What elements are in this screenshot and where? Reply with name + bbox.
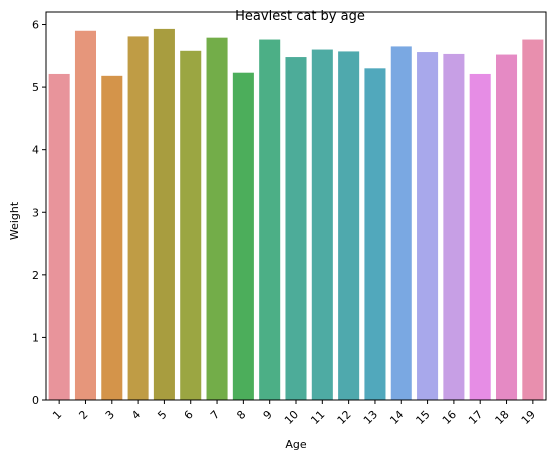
plot-frame <box>45 11 547 401</box>
x-tick-label: 2 <box>76 408 90 422</box>
y-tick-label: 0 <box>32 394 39 407</box>
x-tick-label: 11 <box>308 408 327 427</box>
bar-age-6 <box>180 50 202 401</box>
x-axis: 1 2 3 4 5 6 7 8 9 10 11 12 13 14 15 16 17 18 19 <box>50 400 538 427</box>
x-tick-label: 14 <box>387 408 406 427</box>
x-tick-label: 5 <box>155 408 169 422</box>
x-tick-label: 17 <box>466 408 485 427</box>
bar-age-17 <box>469 73 491 400</box>
x-tick-label: 19 <box>519 408 538 427</box>
bar-age-8 <box>232 72 254 400</box>
bar-age-13 <box>364 68 386 400</box>
bars-group <box>48 28 544 401</box>
x-tick-label: 16 <box>440 408 459 427</box>
bar-age-10 <box>285 57 307 401</box>
y-tick-label: 3 <box>32 206 39 219</box>
bar-age-14 <box>390 46 412 401</box>
x-axis-label: Age <box>285 438 307 451</box>
bar-age-15 <box>417 52 439 401</box>
bar-age-5 <box>153 28 175 401</box>
x-tick-label: 10 <box>282 408 301 427</box>
x-tick-label: 8 <box>234 408 248 422</box>
bar-age-2 <box>74 30 96 401</box>
x-tick-label: 12 <box>335 408 354 427</box>
bar-age-12 <box>338 51 360 401</box>
bar-age-4 <box>127 36 149 400</box>
bar-age-19 <box>522 39 544 400</box>
bar-age-18 <box>496 54 518 401</box>
bar-age-9 <box>259 39 281 400</box>
x-tick-label: 15 <box>414 408 433 427</box>
x-tick-label: 7 <box>208 408 222 422</box>
x-tick-label: 4 <box>129 408 143 422</box>
x-tick-label: 3 <box>103 408 117 422</box>
y-axis-label: Weight <box>8 201 21 240</box>
bar-age-3 <box>101 75 123 400</box>
y-tick-label: 5 <box>32 81 39 94</box>
y-tick-label: 6 <box>32 19 39 32</box>
bar-age-11 <box>311 49 333 401</box>
y-tick-label: 2 <box>32 269 39 282</box>
y-tick-label: 1 <box>32 331 39 344</box>
x-tick-label: 9 <box>261 408 275 422</box>
bar-age-7 <box>206 37 228 400</box>
x-tick-label: 13 <box>361 408 380 427</box>
y-axis: 0 1 2 3 4 5 6 <box>32 19 46 407</box>
y-tick-label: 4 <box>32 144 39 157</box>
bar-age-1 <box>48 73 70 400</box>
x-tick-label: 1 <box>50 408 64 422</box>
chart-title: Heaviest cat by age <box>235 9 365 24</box>
bar-age-16 <box>443 53 465 401</box>
x-tick-label: 18 <box>493 408 512 427</box>
x-tick-label: 6 <box>182 408 196 422</box>
